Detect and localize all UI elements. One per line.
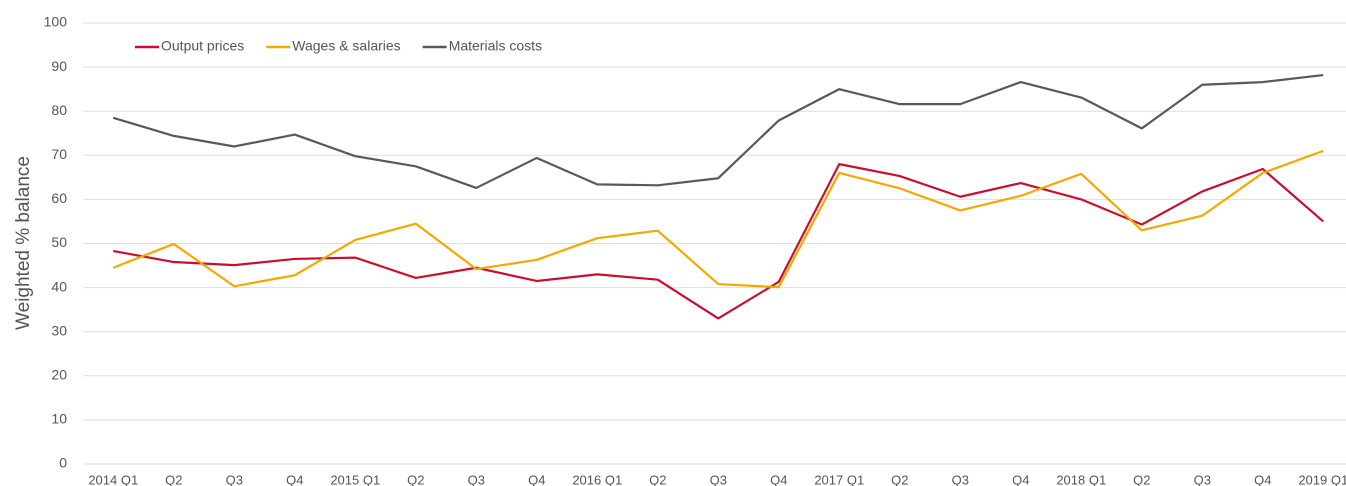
legend-label: Materials costs (449, 38, 542, 54)
x-tick-label: Q3 (952, 472, 969, 486)
x-tick-label: Q4 (770, 472, 787, 486)
x-tick-label: 2019 Q1 (1298, 472, 1346, 486)
x-tick-label: 2017 Q1 (814, 472, 864, 486)
y-tick-label: 100 (44, 14, 68, 30)
x-tick-label: Q2 (891, 472, 908, 486)
series-line (113, 163, 1324, 320)
legend-label: Wages & salaries (292, 38, 400, 54)
x-tick-label: Q3 (1194, 472, 1211, 486)
y-tick-label: 70 (51, 146, 67, 162)
y-axis-label: Weighted % balance (13, 156, 34, 330)
x-tick-label: 2015 Q1 (330, 472, 380, 486)
x-tick-label: Q3 (710, 472, 727, 486)
x-tick-label: Q2 (407, 472, 424, 486)
x-tick-label: Q3 (468, 472, 485, 486)
series-line (112, 73, 1324, 190)
series-line (112, 149, 1324, 289)
x-tick-label: Q2 (649, 472, 666, 486)
y-tick-label: 80 (51, 102, 67, 118)
legend-label: Output prices (161, 38, 244, 54)
y-tick-label: 30 (51, 322, 67, 338)
y-tick-label: 20 (51, 367, 67, 383)
x-tick-label: Q4 (286, 472, 303, 486)
y-tick-label: 0 (59, 455, 67, 471)
y-tick-label: 40 (51, 278, 67, 294)
x-tick-label: 2016 Q1 (572, 472, 622, 486)
x-tick-label: Q4 (1012, 472, 1029, 486)
x-tick-label: Q2 (165, 472, 182, 486)
y-tick-label: 90 (51, 58, 67, 74)
x-tick-label: Q2 (1133, 472, 1150, 486)
y-tick-label: 50 (51, 234, 67, 250)
x-tick-label: 2018 Q1 (1056, 472, 1106, 486)
x-tick-label: 2014 Q1 (88, 472, 138, 486)
y-tick-label: 10 (51, 411, 67, 427)
x-tick-label: Q3 (226, 472, 243, 486)
x-tick-label: Q4 (528, 472, 545, 486)
y-tick-label: 60 (51, 190, 67, 206)
x-tick-label: Q4 (1254, 472, 1271, 486)
